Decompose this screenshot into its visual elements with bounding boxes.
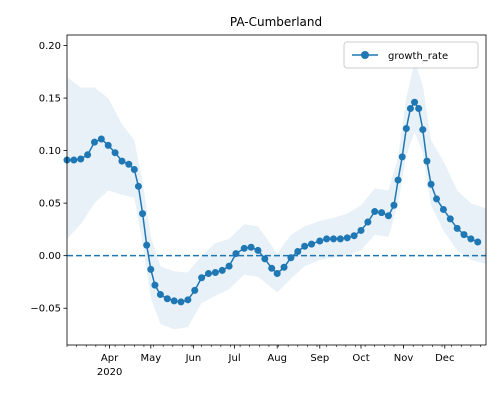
data-point bbox=[104, 141, 112, 149]
data-point bbox=[398, 153, 406, 161]
data-point bbox=[261, 255, 269, 263]
x-tick-label: Sep bbox=[310, 353, 329, 364]
data-point bbox=[90, 138, 98, 146]
data-point bbox=[316, 237, 324, 245]
data-point bbox=[97, 135, 105, 143]
data-point bbox=[439, 205, 447, 213]
data-point bbox=[177, 298, 185, 306]
data-point bbox=[427, 180, 435, 188]
data-point bbox=[184, 296, 192, 304]
y-tick-label: 0.15 bbox=[39, 94, 61, 105]
data-point bbox=[84, 151, 92, 159]
x-tick-label: Dec bbox=[435, 353, 454, 364]
data-point bbox=[254, 246, 262, 254]
data-point bbox=[151, 281, 159, 289]
y-tick-label: −0.05 bbox=[30, 304, 61, 315]
data-point bbox=[357, 226, 365, 234]
data-point bbox=[287, 254, 295, 262]
y-tick-label: 0.05 bbox=[39, 199, 61, 210]
data-point bbox=[170, 297, 178, 305]
data-point bbox=[204, 270, 212, 278]
data-point bbox=[232, 250, 240, 258]
data-point bbox=[147, 265, 155, 273]
legend-box bbox=[343, 41, 479, 69]
legend-label: growth_rate bbox=[388, 51, 448, 62]
data-point bbox=[225, 262, 233, 270]
data-point bbox=[211, 268, 219, 276]
chart-title: PA-Cumberland bbox=[230, 15, 322, 29]
data-point bbox=[247, 243, 255, 251]
data-point bbox=[474, 238, 482, 246]
data-point bbox=[118, 157, 126, 165]
data-point bbox=[467, 235, 475, 243]
data-point bbox=[415, 105, 423, 113]
data-point bbox=[139, 210, 147, 218]
data-point bbox=[125, 160, 133, 168]
y-tick-label: 0.10 bbox=[39, 146, 61, 157]
x-tick-label: Oct bbox=[352, 353, 369, 364]
data-point bbox=[350, 232, 358, 240]
data-point bbox=[130, 166, 138, 174]
data-point bbox=[198, 274, 206, 282]
data-point bbox=[433, 195, 441, 203]
data-point bbox=[384, 212, 392, 220]
data-point bbox=[394, 176, 402, 184]
data-point bbox=[156, 291, 164, 299]
x-tick-label: Nov bbox=[394, 353, 414, 364]
x-tick-label: May bbox=[140, 353, 161, 364]
y-tick-label: 0.20 bbox=[39, 41, 61, 52]
data-point bbox=[330, 235, 338, 243]
axes-frame bbox=[66, 34, 487, 346]
data-point bbox=[419, 126, 427, 134]
data-point bbox=[301, 242, 309, 250]
x-tick-label: Jul bbox=[228, 353, 241, 364]
data-point bbox=[273, 270, 281, 278]
data-point bbox=[390, 201, 398, 209]
data-point bbox=[70, 156, 78, 164]
data-point bbox=[364, 218, 372, 226]
y-tick-label: 0.00 bbox=[39, 251, 61, 262]
data-point bbox=[336, 235, 344, 243]
plot-area: −0.05 0.00 0.05 0.10 0.15 0.20 Apr 2020 May Jun Ju… bbox=[30, 34, 487, 378]
data-point bbox=[268, 264, 276, 272]
data-point bbox=[402, 125, 410, 133]
data-point bbox=[240, 244, 248, 252]
data-point bbox=[411, 98, 419, 106]
data-point bbox=[134, 182, 142, 190]
data-point bbox=[378, 209, 386, 217]
x-tick-year-label: 2020 bbox=[97, 367, 122, 378]
data-point bbox=[460, 231, 468, 239]
data-point bbox=[218, 266, 226, 274]
x-tick-label: Apr bbox=[101, 353, 119, 364]
data-point bbox=[191, 286, 199, 294]
data-point bbox=[453, 224, 461, 232]
x-tick-label: Jun bbox=[185, 353, 202, 364]
data-point bbox=[323, 235, 331, 243]
data-point bbox=[77, 155, 85, 163]
data-point bbox=[143, 241, 151, 249]
data-point bbox=[280, 263, 288, 271]
x-tick-label: Aug bbox=[267, 353, 287, 364]
data-point bbox=[111, 149, 119, 157]
data-point bbox=[294, 247, 302, 255]
legend-marker bbox=[361, 51, 369, 59]
data-point bbox=[308, 240, 316, 248]
data-point bbox=[163, 295, 171, 303]
data-point bbox=[446, 215, 454, 223]
data-point bbox=[371, 208, 379, 216]
data-point bbox=[423, 157, 431, 165]
data-point bbox=[343, 234, 351, 242]
data-point bbox=[406, 105, 414, 113]
